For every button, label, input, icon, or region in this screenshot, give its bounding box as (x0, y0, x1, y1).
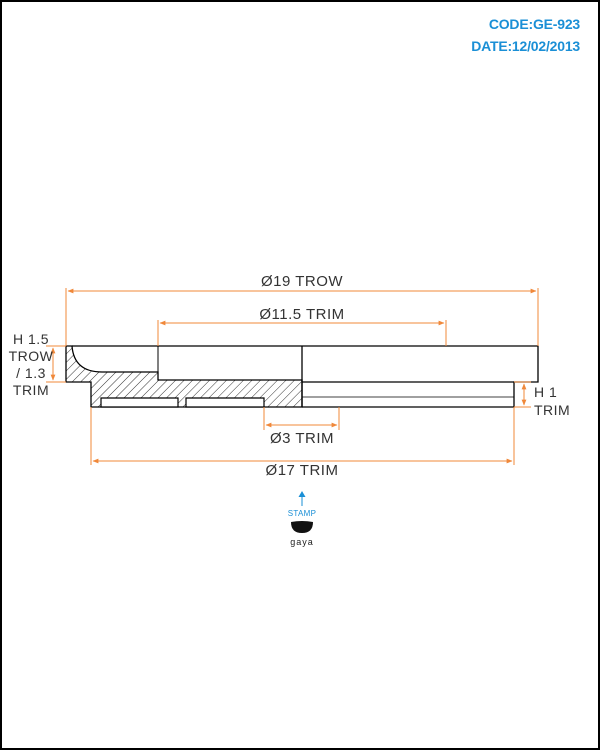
part-section-left (65, 345, 303, 408)
dimension-base-diameter: Ø17 TRIM (90, 407, 515, 479)
right-height-line-2: TRIM (534, 402, 570, 418)
left-height-line-3: / 1.3 (16, 365, 46, 381)
left-height-line-2: TROW (9, 348, 54, 364)
dimension-right-height: H 1 TRIM (514, 381, 570, 418)
dimension-hole-diameter: Ø3 TRIM (263, 407, 340, 447)
drawing-date: DATE:12/02/2013 (471, 38, 580, 54)
outer-diameter-label: Ø19 TROW (261, 273, 343, 290)
hole-diameter-label: Ø3 TRIM (270, 430, 334, 447)
stamp-brand: gaya (290, 537, 314, 547)
product-code: CODE:GE-923 (488, 16, 580, 32)
left-height-line-1: H 1.5 (13, 331, 49, 347)
left-height-line-4: TRIM (13, 382, 49, 398)
stamp-marker: STAMP gaya (288, 491, 316, 547)
arrow-up-icon (298, 491, 306, 497)
stamp-logo-icon (291, 521, 313, 533)
stamp-label: STAMP (288, 509, 316, 518)
right-height-line-1: H 1 (534, 384, 557, 400)
mid-diameter-label: Ø11.5 TRIM (259, 306, 344, 323)
base-diameter-label: Ø17 TRIM (266, 462, 339, 479)
dimension-left-height: H 1.5 TROW / 1.3 TRIM (9, 331, 66, 398)
dimension-outer-diameter: Ø19 TROW (65, 273, 539, 346)
dimension-mid-diameter: Ø11.5 TRIM (157, 306, 447, 346)
